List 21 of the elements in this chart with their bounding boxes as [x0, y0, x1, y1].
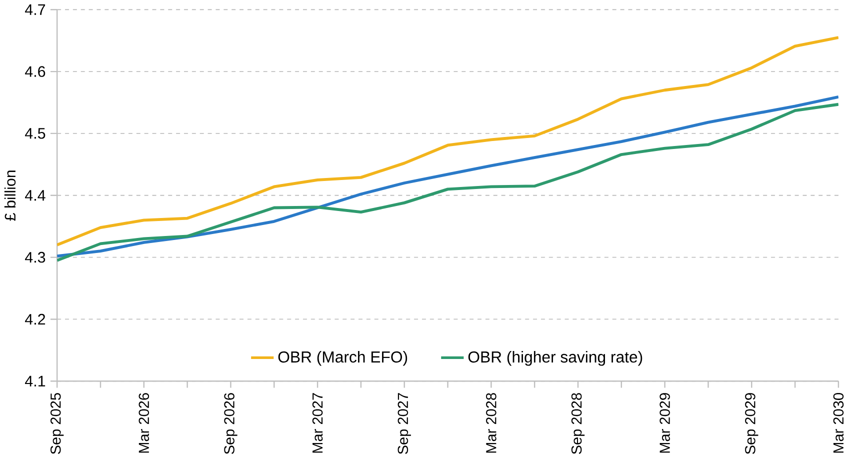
x-tick-label: Mar 2028 — [486, 393, 496, 453]
x-tick-label: Sep 2027 — [398, 393, 411, 454]
line-series — [57, 36, 838, 246]
x-tick-label: Sep 2026 — [224, 393, 238, 454]
x-tick-label: Sep 2025 — [50, 393, 64, 454]
x-tick-label: Mar 2027 — [312, 393, 323, 453]
legend-label: OBR (March EFO) — [278, 350, 408, 366]
legend-label: OBR (higher saving rate) — [468, 350, 642, 366]
x-tick-label: Mar 2026 — [138, 393, 150, 453]
y-tick-label: 4.1 — [25, 376, 46, 386]
x-tick-label: Sep 2028 — [571, 393, 585, 454]
y-tick-label: 4.3 — [25, 252, 46, 263]
y-tick-label: 4.7 — [25, 4, 46, 15]
y-axis-title: £ billion — [4, 170, 16, 221]
y-tick-label: 4.4 — [25, 190, 46, 201]
y-tick-label: 4.2 — [25, 314, 46, 324]
x-tick-label: Mar 2029 — [660, 393, 670, 453]
y-tick-label: 4.6 — [25, 66, 46, 77]
x-tick-label: Sep 2029 — [745, 393, 758, 454]
x-tick-label: Mar 2030 — [833, 392, 844, 453]
y-tick-label: 4.5 — [25, 128, 46, 139]
